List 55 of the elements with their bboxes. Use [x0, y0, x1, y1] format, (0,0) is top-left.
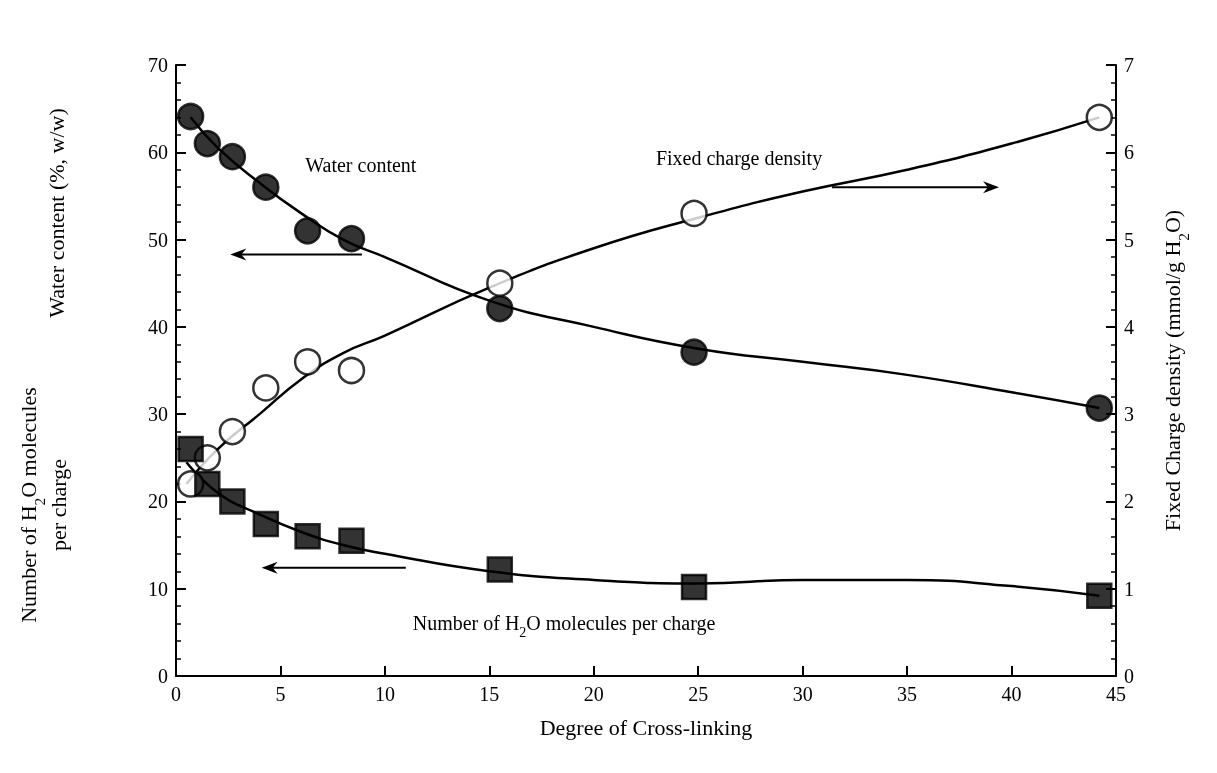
point — [680, 199, 708, 228]
y-tick-label: 70 — [148, 54, 168, 76]
x-tick-label: 30 — [792, 683, 813, 705]
point — [1085, 394, 1114, 422]
point — [680, 573, 708, 601]
point — [337, 224, 366, 253]
point — [293, 348, 322, 376]
y2-tick-label: 0 — [1124, 665, 1134, 687]
point — [176, 102, 205, 131]
point — [218, 417, 247, 446]
y2-tick-label: 6 — [1124, 141, 1134, 164]
y2-axis-title: Fixed Charge density (mmol/g H2O) — [1159, 209, 1192, 532]
point — [337, 356, 366, 385]
y-tick-label: 0 — [158, 665, 168, 687]
y-tick-label: 30 — [148, 403, 168, 426]
y-tick-label: 50 — [148, 228, 168, 251]
series-label: Water content — [305, 154, 417, 177]
y2-tick-label: 3 — [1124, 403, 1134, 426]
point — [218, 142, 247, 171]
y-tick-label: 60 — [148, 141, 168, 164]
y2-tick-label: 4 — [1124, 315, 1134, 338]
y2-tick-label: 2 — [1124, 490, 1134, 513]
point — [252, 173, 280, 201]
point — [486, 294, 514, 323]
y2-tick-label: 7 — [1124, 54, 1134, 76]
x-tick-label: 5 — [275, 683, 286, 705]
point — [219, 488, 246, 515]
y-tick-label: 20 — [148, 490, 168, 513]
x-tick-label: 45 — [1106, 683, 1126, 705]
x-tick-label: 40 — [1001, 683, 1022, 705]
y-tick-label: 10 — [148, 577, 168, 600]
point — [486, 269, 514, 297]
y2-tick-label: 1 — [1124, 577, 1134, 600]
y2-tick-label: 5 — [1124, 228, 1134, 251]
point — [293, 217, 322, 245]
x-tick-label: 15 — [479, 683, 500, 705]
point — [486, 556, 514, 583]
point — [252, 510, 280, 538]
point — [194, 470, 221, 498]
x-tick-label: 20 — [583, 683, 604, 705]
text: Fixed charge density — [655, 147, 823, 171]
x-tick-label: 10 — [374, 683, 395, 705]
point — [294, 523, 321, 550]
x-axis-title: Degree of Cross-linking — [539, 714, 753, 740]
point — [252, 374, 280, 402]
point — [680, 338, 708, 366]
y-axis-title: Water content (%, w/w) — [43, 108, 69, 318]
point — [1086, 582, 1113, 609]
point — [338, 527, 365, 554]
y-tick-label: 40 — [148, 315, 168, 338]
point — [193, 129, 222, 158]
point — [1085, 103, 1114, 132]
x-tick-label: 25 — [688, 683, 709, 705]
x-tick-label: 35 — [897, 683, 918, 705]
point — [177, 435, 204, 463]
